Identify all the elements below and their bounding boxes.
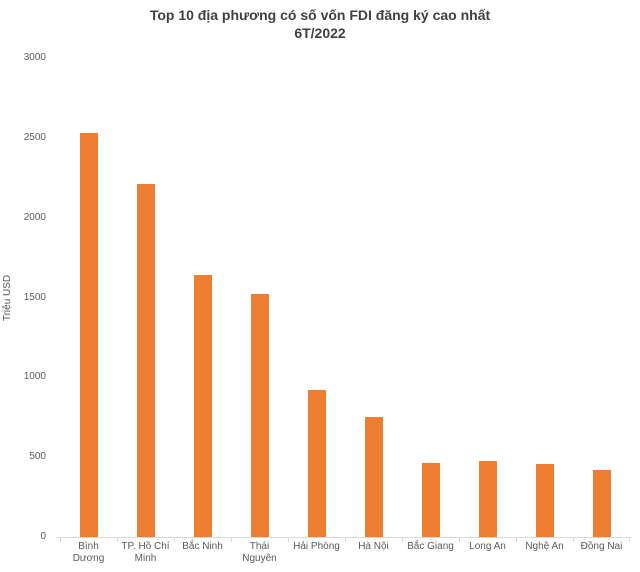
x-axis-tick	[231, 538, 232, 542]
x-axis-tick	[516, 538, 517, 542]
x-axis-tick	[288, 538, 289, 542]
x-tick-label: Thái Nguyên	[242, 541, 277, 564]
chart-title-line-2: 6T/2022	[294, 25, 346, 41]
bar-8	[478, 461, 497, 537]
bar-7	[421, 462, 440, 537]
x-tick-label: Bình Dương	[72, 541, 105, 564]
x-tick-label: Hà Nội	[358, 541, 389, 552]
x-tick-label: Hải Phòng	[293, 541, 340, 552]
bar-3	[193, 275, 212, 537]
y-axis: 0 500 1000 1500 2000 2500 3000	[0, 52, 48, 542]
x-axis-tick	[402, 538, 403, 542]
x-tick-label: TP. Hồ Chí Minh	[121, 541, 170, 564]
x-axis-tick	[60, 538, 61, 542]
bar-5	[307, 390, 326, 537]
x-axis-tick	[117, 538, 118, 542]
plot-area	[56, 58, 631, 542]
y-tick-label: 2500	[23, 131, 46, 143]
x-axis-tick	[629, 538, 630, 542]
y-tick-label: 500	[29, 451, 46, 463]
bar-9	[535, 463, 554, 537]
x-axis-tick	[345, 538, 346, 542]
y-tick-label: 3000	[23, 52, 46, 63]
x-axis-labels: Bình Dương TP. Hồ Chí Minh Bắc Ninh Thái Ng…	[60, 541, 630, 567]
chart-title-line-1: Top 10 địa phương có số vốn FDI đăng ký …	[149, 7, 491, 23]
x-axis-tick	[174, 538, 175, 542]
x-axis-tick	[459, 538, 460, 542]
y-tick-label: 0	[40, 531, 46, 542]
x-tick-label: Nghệ An	[525, 541, 564, 552]
bar-1	[79, 133, 98, 537]
x-tick-label: Bắc Giang	[407, 541, 454, 552]
y-tick-label: 2000	[23, 211, 46, 223]
y-tick-label: 1000	[23, 371, 46, 383]
bar-10	[592, 469, 611, 537]
bar-4	[250, 293, 269, 537]
x-tick-label: Đồng Nai	[580, 541, 623, 552]
x-axis-line	[56, 537, 631, 538]
x-axis-tick	[573, 538, 574, 542]
chart-title: Top 10 địa phương có số vốn FDI đăng ký …	[0, 6, 640, 42]
x-tick-label: Bắc Ninh	[182, 541, 223, 552]
y-tick-label: 1500	[23, 291, 46, 303]
bar-2	[136, 184, 155, 537]
x-tick-label: Long An	[469, 541, 506, 552]
bar-6	[364, 417, 383, 537]
